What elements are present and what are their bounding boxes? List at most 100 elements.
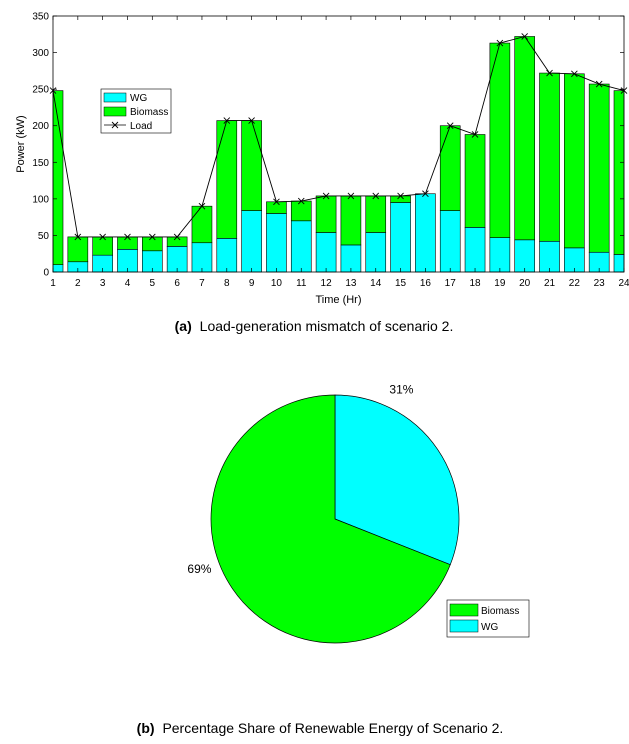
pie-slices-group — [210, 394, 460, 644]
y-tick-label: 0 — [43, 268, 49, 279]
x-tick-label: 16 — [420, 278, 432, 289]
load-marker-16 — [422, 190, 429, 198]
x-tick-label: 9 — [249, 278, 255, 289]
y-tick-label: 150 — [32, 158, 49, 169]
x-tick-label: 19 — [494, 278, 506, 289]
x-tick-label: 13 — [345, 278, 357, 289]
pie-label-wg: 31% — [389, 383, 413, 397]
bar-wg-16 — [415, 193, 436, 273]
load-marker-8 — [223, 117, 231, 124]
load-marker-3 — [99, 233, 106, 241]
load-marker-4 — [124, 233, 131, 241]
x-tick-label: 17 — [445, 278, 457, 289]
bar-wg-13 — [340, 244, 362, 273]
pie-legend-label-wg: WG — [481, 622, 498, 633]
bar-wg-20 — [514, 239, 535, 273]
x-tick-label: 12 — [321, 278, 333, 289]
bar-wg-9 — [241, 210, 262, 273]
load-marker-14 — [372, 192, 380, 200]
caption-b-text: Percentage Share of Renewable Energy of … — [162, 720, 503, 736]
x-tick-label: 15 — [395, 278, 407, 289]
bars-group — [52, 36, 625, 273]
bar-biomass-22 — [564, 73, 585, 249]
pie-label-biomass: 69% — [187, 562, 211, 576]
legend-label-load: Load — [130, 121, 152, 132]
bar-biomass-8 — [216, 120, 238, 239]
pie-legend-swatch-wg — [449, 619, 479, 633]
load-marker-7 — [198, 202, 206, 210]
bar-biomass-12 — [315, 195, 337, 233]
pie-slice-wg — [334, 394, 460, 566]
x-tick-label: 22 — [569, 278, 581, 289]
pie-chart: 69% 31% Biomass WG (b) Percentage Share … — [137, 383, 530, 736]
bar-wg-8 — [216, 238, 238, 273]
legend: WG Biomass Load — [100, 88, 172, 134]
caption-b: (b) Percentage Share of Renewable Energy… — [137, 720, 504, 736]
y-tick-label: 200 — [32, 121, 49, 132]
bar-biomass-21 — [539, 72, 560, 242]
bar-biomass-10 — [266, 201, 287, 214]
x-tick-label: 3 — [100, 278, 106, 289]
y-tick-label: 300 — [32, 48, 49, 59]
x-tick-label: 20 — [519, 278, 531, 289]
bar-wg-18 — [464, 227, 486, 273]
bar-biomass-5 — [142, 236, 163, 252]
bar-wg-17 — [439, 210, 461, 273]
bar-biomass-1 — [52, 90, 64, 265]
legend-marker-x — [111, 121, 119, 129]
caption-a-text: Load-generation mismatch of scenario 2. — [200, 318, 454, 334]
bar-wg-15 — [390, 202, 411, 273]
x-tick-label: 14 — [370, 278, 382, 289]
load-marker-11 — [297, 197, 305, 205]
bar-wg-14 — [365, 232, 387, 273]
x-tick-label: 6 — [174, 278, 180, 289]
bar-wg-12 — [315, 232, 337, 273]
x-tick-label: 8 — [224, 278, 230, 289]
load-marker-15 — [397, 192, 404, 200]
caption-a-number: (a) — [175, 318, 192, 334]
load-marker-5 — [148, 233, 156, 241]
bar-wg-21 — [539, 240, 560, 273]
pie-slice-biomass — [210, 394, 451, 644]
load-marker-23 — [595, 80, 603, 88]
bar-wg-7 — [191, 242, 213, 273]
bar-wg-10 — [266, 213, 287, 273]
y-tick-label: 100 — [32, 194, 49, 205]
caption-a: (a) Load-generation mismatch of scenario… — [175, 318, 454, 334]
bar-biomass-15 — [390, 195, 411, 203]
y-axis-label: Power (kW) — [15, 115, 27, 172]
bar-biomass-11 — [290, 200, 312, 222]
bar-biomass-4 — [117, 236, 138, 250]
x-tick-label: 23 — [594, 278, 606, 289]
bar-biomass-20 — [514, 36, 535, 241]
load-marker-10 — [273, 198, 280, 206]
x-tick-label: 10 — [271, 278, 283, 289]
load-marker-21 — [546, 69, 553, 77]
load-marker-19 — [496, 39, 504, 47]
load-marker-9 — [248, 117, 255, 124]
load-line — [52, 35, 625, 238]
x-tick-label: 7 — [199, 278, 205, 289]
load-marker-18 — [471, 131, 479, 138]
bar-biomass-7 — [191, 205, 213, 244]
bar-biomass-17 — [439, 125, 461, 211]
load-marker-22 — [571, 70, 578, 78]
bar-biomass-3 — [92, 236, 113, 256]
load-marker-13 — [347, 192, 355, 200]
bar-biomass-13 — [340, 195, 362, 246]
caption-b-number: (b) — [137, 720, 155, 736]
legend-swatch-biomass — [103, 106, 127, 117]
bar-biomass-6 — [166, 236, 188, 247]
bar-biomass-23 — [588, 83, 610, 253]
pie-legend: Biomass WG — [446, 599, 530, 638]
pie-legend-swatch-biomass — [449, 603, 479, 617]
bar-biomass-9 — [241, 120, 262, 211]
y-tick-label: 350 — [32, 12, 49, 23]
legend-marker-load — [111, 121, 119, 129]
x-tick-label: 1 — [50, 278, 56, 289]
x-tick-label: 18 — [469, 278, 481, 289]
bar-biomass-18 — [464, 134, 486, 228]
